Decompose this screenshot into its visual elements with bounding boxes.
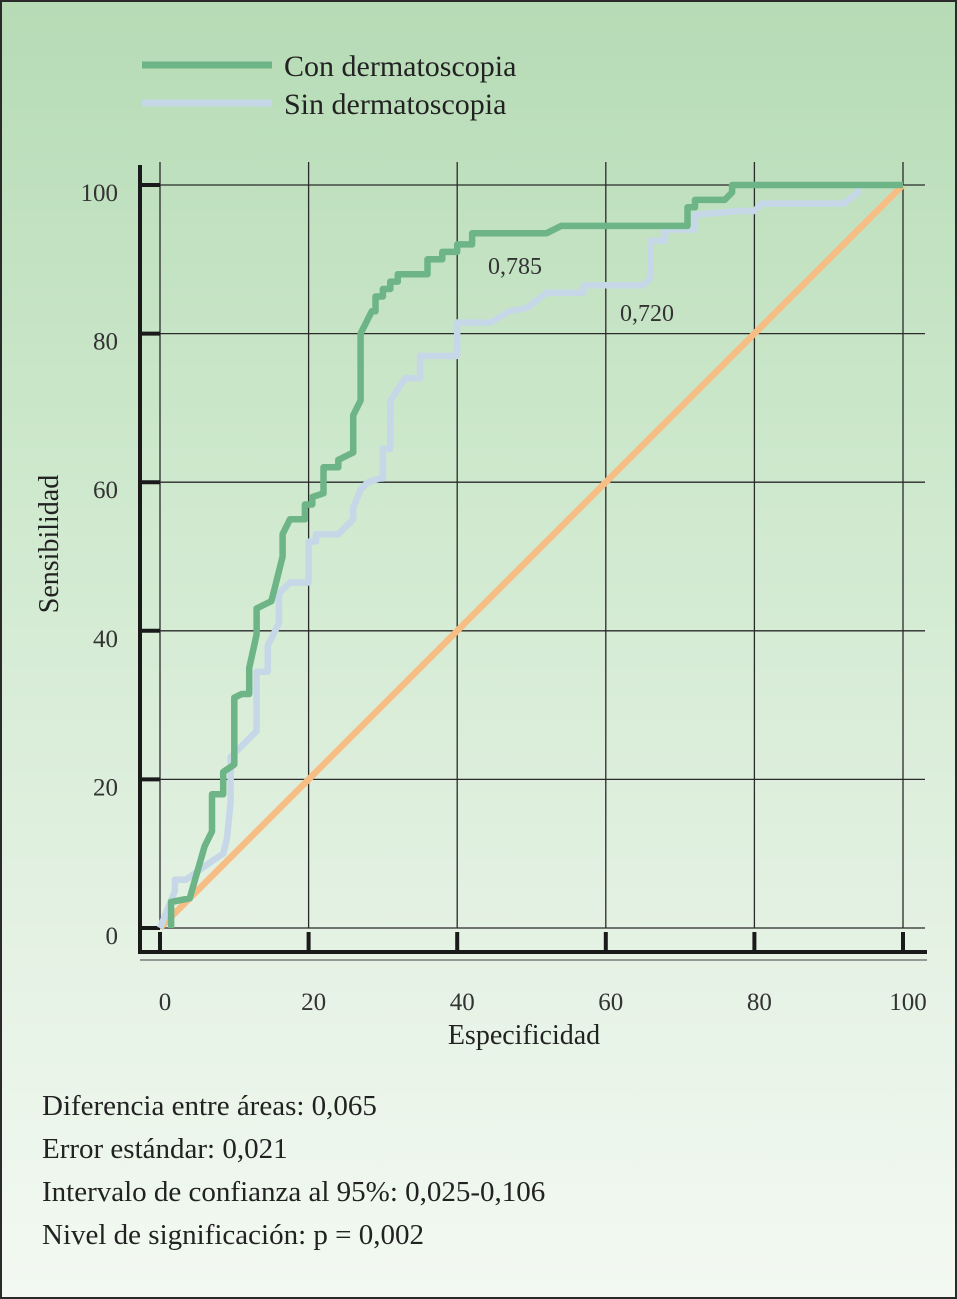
confidence-interval-text: Intervalo de confianza al 95%: 0,025-0,1…: [42, 1176, 546, 1208]
x-tick-label: 20: [301, 989, 326, 1016]
x-tick-label: 80: [747, 989, 772, 1016]
legend-label-con-dermatoscopia: Con dermatoscopia: [284, 50, 516, 83]
x-tick-label: 40: [450, 989, 475, 1016]
y-tick-label: 20: [93, 774, 118, 801]
y-tick-label: 60: [93, 477, 118, 504]
x-axis-title: Especificidad: [448, 1020, 600, 1051]
x-tick-label: 0: [159, 989, 172, 1016]
legend-label-sin-dermatoscopia: Sin dermatoscopia: [284, 88, 506, 121]
x-tick-label: 60: [598, 989, 623, 1016]
y-axis-title: Sensibilidad: [34, 475, 65, 613]
standard-error-text: Error estándar: 0,021: [42, 1133, 288, 1165]
area-difference-text: Diferencia entre áreas: 0,065: [42, 1090, 377, 1122]
y-tick-label: 100: [81, 180, 119, 207]
roc-chart: 0 20 40 60 80 100 0 20 40 60 80 100 Especificidad Sen…: [34, 50, 927, 1051]
series-line-con-dermatoscopia: [167, 181, 903, 928]
auc-label-sin-dermatoscopia: 0,720: [620, 301, 674, 327]
series-line-sin-dermatoscopia: [156, 185, 862, 930]
y-tick-label: 0: [106, 923, 119, 950]
y-tick-label: 80: [93, 329, 118, 356]
statistics-block: Diferencia entre áreas: 0,065 Error está…: [42, 1085, 545, 1257]
y-tick-label: 40: [93, 626, 118, 653]
auc-label-con-dermatoscopia: 0,785: [488, 254, 542, 280]
significance-level-text: Nivel de significación: p = 0,002: [42, 1219, 424, 1251]
x-tick-label: 100: [889, 989, 927, 1016]
reference-diagonal-line: [157, 182, 906, 931]
